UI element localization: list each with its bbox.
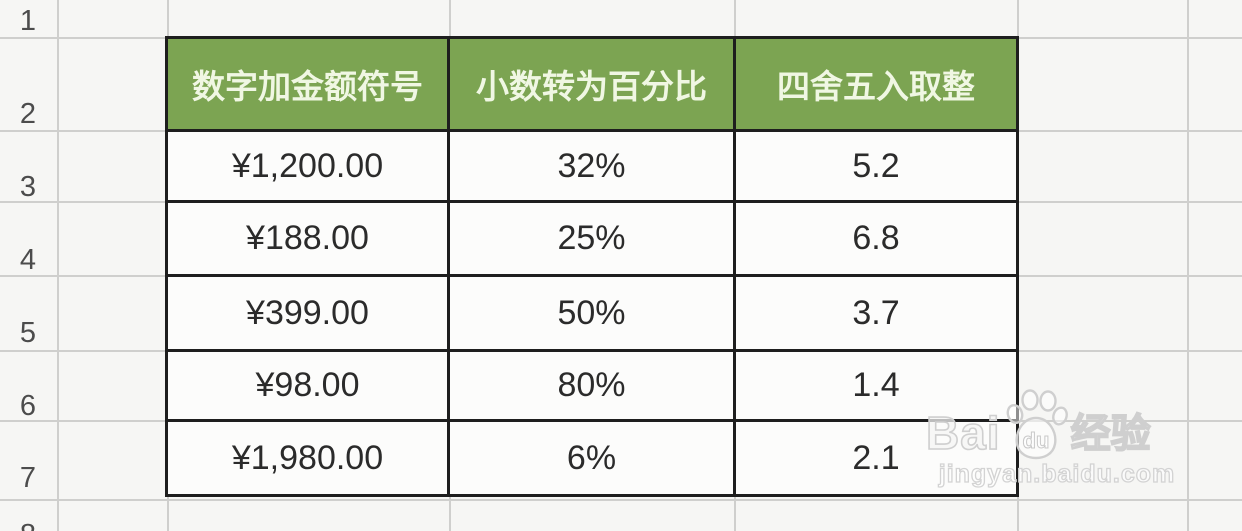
cell-currency-row3[interactable]: ¥399.00 <box>168 277 447 349</box>
row-header-6[interactable]: 6 <box>19 390 37 422</box>
watermark-jingyan-text: 经验 <box>1070 411 1152 457</box>
cell-percent-row5[interactable]: 6% <box>450 422 733 494</box>
row-header-7[interactable]: 7 <box>19 462 37 494</box>
cell-percent-row3[interactable]: 50% <box>450 277 733 349</box>
cell-currency-row2[interactable]: ¥188.00 <box>168 203 447 274</box>
cell-percent-row4[interactable]: 80% <box>450 352 733 419</box>
cell-currency-row4[interactable]: ¥98.00 <box>168 352 447 419</box>
row-header-1[interactable]: 1 <box>19 5 37 37</box>
cell-currency-row5[interactable]: ¥1,980.00 <box>168 422 447 494</box>
cell-percent-row2[interactable]: 25% <box>450 203 733 274</box>
cell-rounded-row3[interactable]: 3.7 <box>736 277 1016 349</box>
data-table: 数字加金额符号 小数转为百分比 四舍五入取整 ¥1,200.00 32% 5.2… <box>165 36 1019 497</box>
gridline-gutter <box>57 0 59 531</box>
row-header-5[interactable]: 5 <box>19 317 37 349</box>
row-header-2[interactable]: 2 <box>19 98 37 130</box>
row-header-8[interactable]: 8 <box>0 519 56 531</box>
gridline-col-e-f <box>1187 0 1189 531</box>
row-header-3[interactable]: 3 <box>19 171 37 203</box>
gridline-row-7-8 <box>0 499 1242 501</box>
column-header-rounded[interactable]: 四舍五入取整 <box>736 39 1016 129</box>
cell-rounded-row1[interactable]: 5.2 <box>736 132 1016 200</box>
column-header-currency[interactable]: 数字加金额符号 <box>168 39 447 129</box>
svg-text:du: du <box>1022 428 1049 453</box>
cell-percent-row1[interactable]: 32% <box>450 132 733 200</box>
cell-rounded-row2[interactable]: 6.8 <box>736 203 1016 274</box>
cell-currency-row1[interactable]: ¥1,200.00 <box>168 132 447 200</box>
cell-rounded-row5[interactable]: 2.1 <box>736 422 1016 494</box>
cell-rounded-row4[interactable]: 1.4 <box>736 352 1016 419</box>
column-header-percent[interactable]: 小数转为百分比 <box>450 39 733 129</box>
row-header-4[interactable]: 4 <box>19 244 37 276</box>
